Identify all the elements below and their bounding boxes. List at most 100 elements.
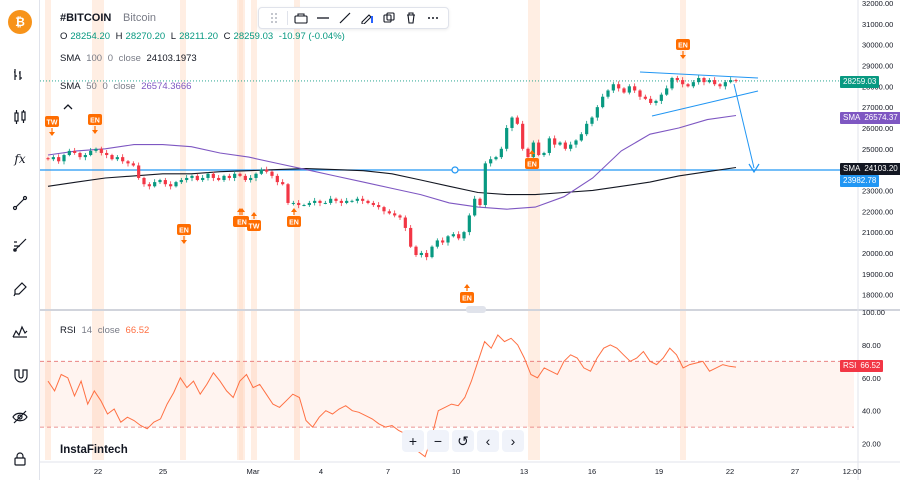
arrow-down-icon (680, 55, 686, 59)
line-style-icon[interactable] (312, 8, 334, 28)
arrow-up-icon (529, 150, 535, 154)
candles (46, 75, 738, 261)
bitcoin-icon[interactable]: ₿ (8, 10, 32, 34)
candle-body (115, 157, 119, 160)
rsi-label: RSI (60, 325, 76, 336)
candle-body (190, 175, 194, 178)
time-tick-label: 12:00 (843, 467, 862, 476)
candle-body (307, 202, 311, 206)
trash-icon[interactable] (400, 8, 422, 28)
clone-icon[interactable] (378, 8, 400, 28)
chart-canvas[interactable]: TWENENENENTWENENENEN 18000.0019000.00200… (40, 0, 900, 480)
candle-body (73, 150, 77, 153)
rsi-period: 14 (81, 325, 93, 336)
rsi-pane (40, 334, 854, 458)
candle-body (569, 144, 573, 149)
low-value: 28211.20 (179, 31, 219, 42)
candle-body (158, 180, 162, 183)
line-tool-icon[interactable] (334, 8, 356, 28)
candle-body (233, 173, 237, 178)
magnet-icon[interactable] (7, 362, 33, 388)
candle-body (83, 155, 87, 158)
candle-body (137, 165, 141, 178)
candle-body (478, 198, 482, 206)
ohlc-legend: O 28254.20 H 28270.20 L 28211.20 C 28259.03 … (60, 31, 348, 42)
sma100-source: close (118, 53, 141, 64)
zoom-out-button[interactable]: − (427, 430, 449, 452)
sma-lines (47, 114, 737, 210)
candle-body (94, 148, 98, 151)
candle-body (441, 240, 445, 243)
arrow-down-icon (49, 132, 55, 136)
chart-area[interactable]: TWENENENENTWENENENEN 18000.0019000.00200… (40, 0, 900, 480)
lock-icon[interactable] (7, 446, 33, 472)
candle-body (350, 200, 354, 202)
candle-body (670, 77, 674, 89)
more-icon[interactable] (422, 8, 444, 28)
collapse-legend-button[interactable] (60, 101, 76, 113)
candle-body (179, 180, 183, 183)
candle-body (62, 155, 66, 162)
candle-body (707, 80, 711, 83)
candle-body (563, 142, 567, 149)
candle-body (126, 161, 130, 164)
candle-body (675, 77, 679, 81)
line-anchor-point (451, 166, 459, 174)
high-value: 28270.20 (125, 31, 166, 42)
price-tick-label: 26000.00 (862, 124, 893, 133)
signal-badge-label: TW (249, 224, 260, 231)
time-tick-label: 22 (94, 467, 102, 476)
candle-body (489, 159, 493, 164)
sma50-price-tag: SMA 26574.37 (840, 112, 900, 124)
indicators-icon[interactable]: fx (7, 146, 33, 172)
color-pencil-icon[interactable] (356, 8, 378, 28)
candle-body (718, 84, 722, 87)
candle-body (574, 140, 578, 145)
scroll-back-button[interactable]: ‹ (477, 430, 499, 452)
time-tick-label: 7 (386, 467, 390, 476)
time-tick-label: 13 (520, 467, 528, 476)
candle-body (361, 198, 365, 201)
sma100-legend[interactable]: SMA 100 0 close 24103.1973 (60, 53, 200, 64)
rsi-tick-label: 80.00 (862, 341, 881, 350)
trend-line-lower (651, 90, 759, 117)
arrow-down-icon (92, 130, 98, 134)
signal-badge-label: EN (90, 118, 100, 125)
price-tick-label: 29000.00 (862, 61, 893, 70)
hline-price-tag: 23982.78 (840, 175, 880, 187)
patterns-icon[interactable] (7, 318, 33, 344)
sma50-value: 26574.3666 (141, 81, 192, 92)
candle-body (243, 175, 247, 181)
trend-line-upper (639, 71, 759, 79)
candle-body (553, 138, 557, 145)
arrow-down-icon (181, 240, 187, 244)
rsi-legend[interactable]: RSI 14 close 66.52 (60, 325, 152, 336)
sma50-legend[interactable]: SMA 50 0 close 26574.3666 (60, 81, 194, 92)
chart-type-icon[interactable] (7, 62, 33, 88)
candles-icon[interactable] (7, 104, 33, 130)
candle-body (286, 184, 290, 203)
template-icon[interactable] (290, 8, 312, 28)
fib-icon[interactable] (7, 232, 33, 258)
rsi-tick-label: 40.00 (862, 407, 881, 416)
scroll-forward-button[interactable]: › (502, 430, 524, 452)
reset-button[interactable]: ↺ (452, 430, 474, 452)
candle-body (494, 157, 498, 160)
watermark: InstaFintech (60, 444, 128, 456)
time-tick-label: Mar (247, 467, 260, 476)
svg-text:₿: ₿ (15, 15, 25, 29)
candle-body (57, 157, 61, 162)
zoom-in-button[interactable]: + (402, 430, 424, 452)
sma50-line (47, 114, 737, 210)
candle-body (681, 80, 685, 85)
candle-body (734, 80, 738, 82)
candle-body (297, 202, 301, 206)
candle-body (227, 175, 231, 178)
candle-body (67, 150, 71, 156)
trendline-icon[interactable] (7, 190, 33, 216)
price-tick-label: 23000.00 (862, 186, 893, 195)
eye-icon[interactable] (7, 404, 33, 430)
candle-body (526, 148, 530, 158)
brush-icon[interactable] (7, 276, 33, 302)
drag-handle-icon[interactable] (263, 8, 285, 28)
